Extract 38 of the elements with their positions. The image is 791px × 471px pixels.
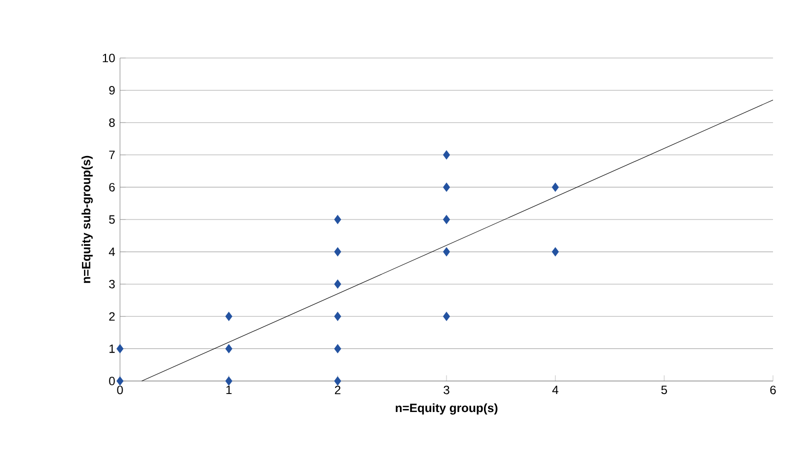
point [116, 376, 124, 386]
point [552, 247, 559, 256]
y-tick-label: 3 [109, 280, 115, 288]
y-tick-label: 6 [109, 182, 115, 192]
point [552, 182, 559, 192]
point [225, 312, 232, 321]
y-tick-label: 9 [109, 86, 115, 95]
point [334, 376, 342, 386]
point [225, 376, 232, 386]
point [443, 182, 450, 192]
y-tick-label: 4 [108, 248, 115, 256]
point [334, 344, 342, 354]
x-tick-label: 4 [552, 386, 558, 394]
y-tick-label: 7 [109, 150, 115, 160]
point [334, 280, 342, 289]
point [225, 344, 232, 354]
y-tick-label: 0 [109, 376, 115, 386]
y-tick-label: 10 [102, 54, 115, 62]
point [334, 214, 342, 224]
x-tick-label: 6 [770, 386, 776, 394]
point [443, 150, 450, 160]
point [443, 247, 450, 256]
point [443, 312, 450, 321]
point [334, 247, 342, 256]
y-axis-title: n=Equity sub-group(s) [82, 156, 93, 283]
x-tick-label: 3 [444, 386, 450, 394]
point [116, 344, 124, 354]
point [334, 312, 342, 321]
y-tick-label: 8 [109, 118, 115, 127]
x-tick-label: 0 [117, 386, 123, 394]
x-tick-label: 1 [226, 386, 232, 394]
y-tick-label: 2 [109, 312, 115, 321]
y-tick-label: 5 [109, 215, 115, 224]
x-axis-title: n=Equity group(s) [396, 403, 498, 415]
y-tick-label: 1 [110, 344, 115, 353]
x-tick-label: 5 [661, 386, 667, 394]
point [443, 214, 450, 224]
x-tick-label: 2 [334, 386, 340, 394]
